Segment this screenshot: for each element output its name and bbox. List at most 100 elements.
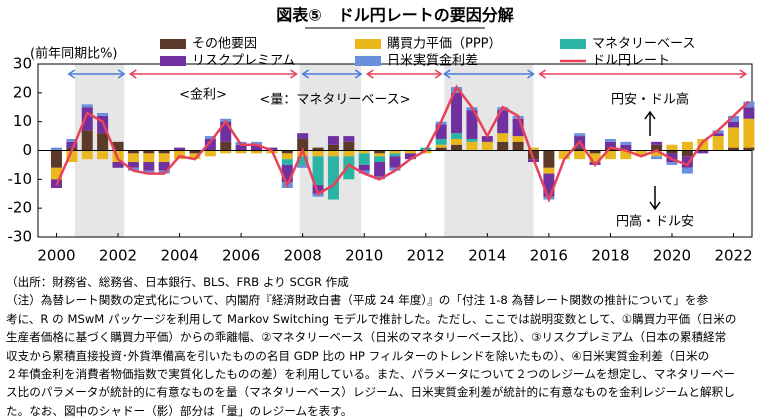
bar-segment <box>712 136 724 151</box>
bar-segment <box>358 170 370 174</box>
bar-segment <box>50 147 62 151</box>
bar-segment <box>543 167 555 174</box>
bar-segment <box>66 150 78 163</box>
x-tick-label: 2010 <box>345 247 383 265</box>
y-tick-label: -30 <box>8 228 33 246</box>
bar-segment <box>266 147 278 151</box>
bar-segment <box>312 156 324 186</box>
bar-segment <box>451 144 463 151</box>
x-tick-label: 2002 <box>99 247 137 265</box>
bar-segment <box>81 107 93 131</box>
bar-segment <box>743 118 755 148</box>
bar-segment <box>97 133 109 151</box>
bar-segment <box>389 150 401 154</box>
legend-swatch <box>560 39 586 49</box>
bar-segment <box>466 138 478 142</box>
legend-label: ドル円レート <box>592 54 670 69</box>
bar-segment <box>127 150 139 154</box>
bar-segment <box>220 150 232 154</box>
bar-segment <box>666 162 678 165</box>
legend-item: リスクプレミアム <box>160 54 295 69</box>
arrow-head <box>128 69 298 79</box>
bar-segment <box>635 150 647 157</box>
bar-segment <box>712 133 724 137</box>
note-line: た。なお、図中のシャドー（影）部分は「量」のレジームを表す。 <box>6 403 353 418</box>
bar-segment <box>251 150 263 154</box>
y-tick-label: 10 <box>13 112 32 130</box>
y-tick-label: 0 <box>22 141 32 159</box>
bar-segment <box>220 141 232 151</box>
bar-segment <box>497 141 509 151</box>
bar-segment <box>312 193 324 197</box>
chart: 図表⑤ ドル円レートの要因分解 (前年同期比%) -30 -20 -10 0 10 20 3… <box>8 6 755 265</box>
bar-segment <box>143 150 155 154</box>
legend-swatch <box>160 39 186 49</box>
bar-segment <box>204 136 216 139</box>
bar-segment <box>451 138 463 145</box>
rate-line <box>55 84 750 204</box>
note-line: ２年債金利を消費者物価指数で実質化したものの差）を利用している。また、パラメータ… <box>6 367 736 382</box>
bar-segment <box>312 150 324 157</box>
bar-segment <box>589 150 601 154</box>
bar-segment <box>604 150 616 160</box>
y-axis-label: (前年同期比%) <box>30 46 118 62</box>
bar-segment <box>358 164 370 171</box>
bar-segment <box>404 150 416 154</box>
bar-segment <box>666 144 678 151</box>
bar-segment <box>651 144 663 151</box>
legend-item: 日米実質金利差 <box>355 53 478 69</box>
annotation: 円高・ドル安 <box>616 214 694 230</box>
x-tick-label: 2014 <box>468 247 506 265</box>
bar-segment <box>466 141 478 151</box>
legend-label: リスクプレミアム <box>192 54 295 69</box>
bar-segment <box>174 147 186 151</box>
y-tick-label: -20 <box>8 199 33 217</box>
regime-arrow <box>301 69 363 79</box>
bar-segment <box>651 156 663 160</box>
bar-segment <box>728 147 740 151</box>
bar-segment <box>389 153 401 157</box>
bar-segment <box>50 167 62 180</box>
x-tick-label: 2018 <box>591 247 629 265</box>
bar-segment <box>112 162 124 168</box>
legend-item: 購買力平価（PPP） <box>355 37 502 52</box>
bar-segment <box>728 121 740 128</box>
down-arrow <box>649 186 661 211</box>
up-arrow <box>644 110 656 136</box>
bar-segment <box>327 156 339 200</box>
bar-segment <box>281 150 293 154</box>
bar-segment <box>50 150 62 168</box>
bar-segment <box>343 136 355 142</box>
bar-segment <box>435 124 447 139</box>
bar-segment <box>589 153 601 163</box>
regime-arrow <box>365 69 443 79</box>
bar-segment <box>189 153 201 160</box>
bar-segment <box>312 185 324 194</box>
bar-segment <box>451 133 463 139</box>
bar-segment <box>435 138 447 145</box>
bar-segment <box>404 153 416 160</box>
note-line: 収支から累積直接投資･外貨準備高を引いたものの名目 GDP 比の HP フィルタ… <box>6 348 710 363</box>
bar-segment <box>435 147 447 151</box>
arrow-head <box>365 69 443 79</box>
bar-segment <box>574 133 586 137</box>
bar-segment <box>297 164 309 168</box>
regime-arrow <box>442 69 535 79</box>
bar-segment <box>604 138 616 142</box>
bar-segment <box>743 101 755 108</box>
bar-segment <box>158 162 170 171</box>
bar-segment <box>297 138 309 151</box>
bar-segment <box>297 156 309 165</box>
x-tick-label: 2022 <box>714 247 752 265</box>
bar-segment <box>451 92 463 134</box>
annotation: <量：マネタリーベース> <box>259 93 410 108</box>
bar-segment <box>251 144 263 151</box>
bar-segment <box>389 156 401 168</box>
bar-segment <box>235 144 247 151</box>
bar-segment <box>251 141 263 145</box>
bar-segment <box>66 138 78 142</box>
bar-segment <box>374 150 386 154</box>
bar-segment <box>497 110 509 134</box>
bar-segment <box>512 118 524 137</box>
